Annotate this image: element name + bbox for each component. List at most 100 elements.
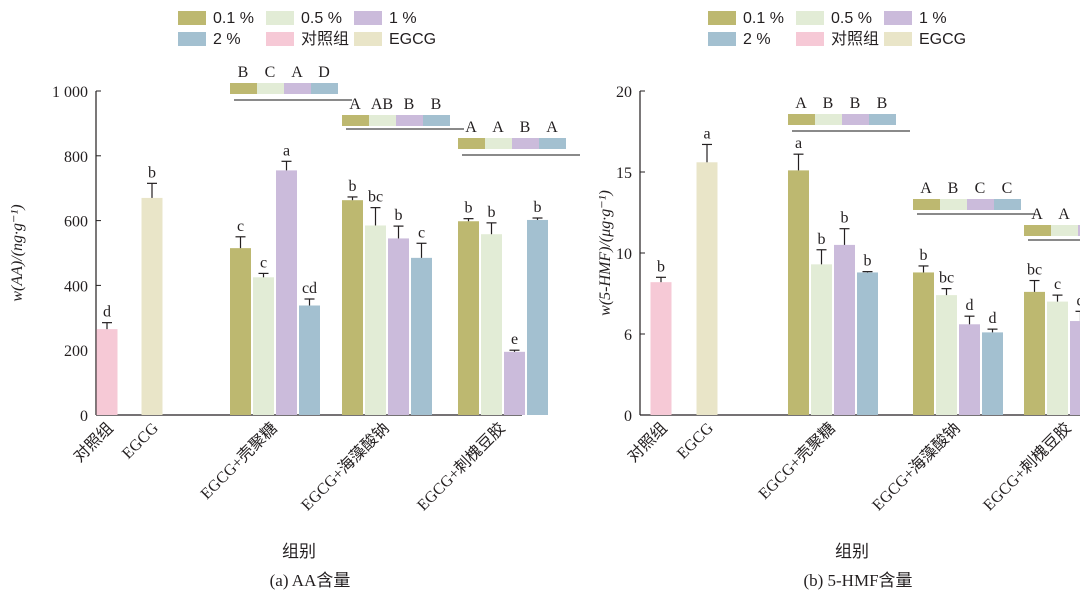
bar-egcg [141, 197, 163, 415]
bar-significance-label: a [795, 135, 802, 152]
y-tick-label: 200 [64, 343, 88, 360]
group-letter-swatch-c1 [842, 114, 869, 125]
bar-significance-label: e [511, 331, 518, 348]
bar-c1 [834, 244, 855, 415]
y-tick-label: 400 [64, 278, 88, 295]
x-category-label: EGCG+刺槐豆胶 [980, 419, 1075, 514]
legend-swatch-egcg [884, 32, 912, 46]
legend-swatch-c2 [708, 32, 736, 46]
y-tick-label: 20 [616, 84, 632, 101]
bar-significance-label: bc [368, 189, 383, 206]
legend-label-egcg: EGCG [389, 31, 436, 48]
legend-swatch-c0_1 [708, 11, 736, 25]
legend-label-control: 对照组 [831, 30, 879, 48]
bar-significance-label: c [260, 254, 267, 271]
bar-c0_1 [458, 221, 479, 415]
bar-c0_5 [811, 264, 832, 415]
bar-c1 [959, 324, 980, 415]
bar-c2 [857, 272, 878, 415]
group-letter: A [920, 180, 932, 197]
group-letter: C [975, 180, 986, 197]
bar-significance-label: b [864, 253, 872, 270]
group-letter: A [349, 96, 361, 113]
bar-c1 [504, 351, 525, 415]
bar-c0_5 [481, 234, 502, 415]
bar-significance-label: b [818, 231, 826, 248]
bar-significance-label: c [1054, 276, 1061, 293]
group-letter: B [404, 96, 415, 113]
x-category-label: EGCG+壳聚糖 [197, 419, 281, 503]
legend-a: 0.1 % 0.5 % 1 % 2 % 对照组 EGCG [178, 10, 436, 48]
group-letter-swatch-c0_5 [1051, 225, 1078, 236]
bar-significance-label: bc [1027, 262, 1042, 279]
legend-label-c0_5: 0.5 % [301, 10, 342, 27]
x-category-label: EGCG [119, 419, 162, 462]
group-letter: B [850, 95, 861, 112]
panel-caption: (b) 5-HMF含量 [803, 571, 912, 590]
x-axis-title: 组别 [282, 542, 316, 561]
group-letter-swatch-c0_1 [342, 115, 369, 126]
y-tick-label: 6 [624, 327, 632, 344]
bar-significance-label: b [465, 200, 473, 217]
bar-significance-label: b [657, 258, 665, 275]
bar-egcg [696, 162, 718, 415]
bar-c0_5 [936, 295, 957, 415]
bar-c2 [411, 257, 432, 415]
legend-swatch-egcg [354, 32, 382, 46]
bar-significance-label: b [395, 207, 403, 224]
y-tick-label: 800 [64, 149, 88, 166]
group-letter: C [265, 64, 276, 81]
legend-label-c1: 1 % [389, 10, 417, 27]
bar-significance-label: b [534, 199, 542, 216]
panel-caption: (a) AA含量 [270, 571, 351, 590]
legend-swatch-c0_1 [178, 11, 206, 25]
legend-b: 0.1 % 0.5 % 1 % 2 % 对照组 EGCG [708, 10, 966, 48]
bar-c0_5 [365, 225, 386, 415]
bar-significance-label: cd [302, 280, 317, 297]
bar-control [96, 329, 118, 415]
group-letter-swatch-c2 [994, 199, 1021, 210]
legend-label-c2: 2 % [213, 31, 241, 48]
bar-c0_1 [1024, 291, 1045, 415]
bar-significance-label: d [103, 304, 111, 321]
group-letter-swatch-c1 [967, 199, 994, 210]
legend-swatch-control [266, 32, 294, 46]
bar-significance-label: b [148, 164, 156, 181]
group-letter-swatch-c0_5 [815, 114, 842, 125]
bar-significance-label: b [349, 178, 357, 195]
group-letter-swatch-c1 [512, 138, 539, 149]
group-letter-swatch-c0_1 [913, 199, 940, 210]
x-category-label: EGCG+海藻酸钠 [869, 419, 964, 514]
group-letter: A [1031, 206, 1043, 223]
bar-c0_1 [230, 248, 251, 415]
y-tick-label: 10 [616, 246, 632, 263]
bar-c2 [982, 332, 1003, 415]
legend-swatch-control [796, 32, 824, 46]
legend-label-c0_1: 0.1 % [743, 10, 784, 27]
group-letter-swatch-c0_5 [940, 199, 967, 210]
bar-c1 [276, 170, 297, 415]
x-category-label: EGCG+刺槐豆胶 [414, 419, 509, 514]
group-letter: B [877, 95, 888, 112]
group-letter: B [431, 96, 442, 113]
y-tick-label: 0 [80, 408, 88, 425]
legend-swatch-c1 [884, 11, 912, 25]
group-letter: B [520, 119, 531, 136]
legend-swatch-c0_5 [796, 11, 824, 25]
bar-c0_5 [253, 277, 274, 415]
group-letter-swatch-c2 [539, 138, 566, 149]
group-letter: B [948, 180, 959, 197]
bar-c1 [1070, 321, 1080, 415]
bar-c0_1 [913, 272, 934, 415]
bar-significance-label: b [920, 247, 928, 264]
bar-c2 [299, 305, 320, 415]
legend-swatch-c0_5 [266, 11, 294, 25]
legend-label-control: 对照组 [301, 30, 349, 48]
bar-significance-label: a [283, 142, 290, 159]
legend-label-c2: 2 % [743, 31, 771, 48]
y-tick-label: 600 [64, 214, 88, 231]
x-category-label: 对照组 [70, 419, 117, 466]
bar-significance-label: a [703, 125, 710, 142]
